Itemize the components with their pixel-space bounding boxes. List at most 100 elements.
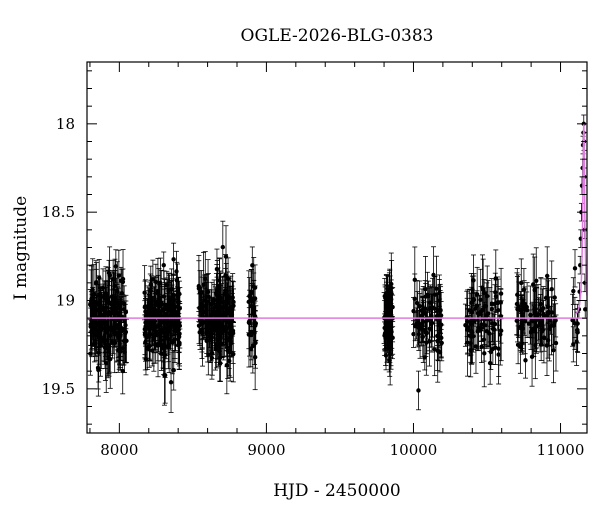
data-marker — [198, 302, 204, 308]
data-marker — [432, 347, 437, 352]
data-point — [205, 303, 211, 341]
data-point — [176, 302, 182, 370]
data-point — [90, 258, 96, 322]
data-marker — [162, 373, 168, 378]
data-marker — [152, 323, 158, 329]
plot-area — [87, 114, 587, 413]
data-point — [480, 290, 486, 330]
data-marker — [248, 291, 254, 296]
data-marker — [538, 342, 544, 347]
data-point — [524, 291, 530, 323]
data-point — [93, 262, 99, 303]
model-peak — [574, 124, 587, 316]
data-point — [473, 319, 479, 374]
data-point — [532, 304, 538, 352]
data-marker — [478, 325, 484, 331]
x-tick-label: 11000 — [537, 441, 585, 459]
data-point — [147, 308, 153, 361]
data-marker — [495, 300, 500, 306]
data-point — [424, 311, 430, 355]
data-point — [102, 314, 108, 381]
data-point — [383, 274, 389, 339]
data-point — [515, 325, 521, 365]
data-marker — [423, 286, 428, 292]
data-marker — [110, 339, 115, 345]
data-point — [495, 276, 501, 330]
data-marker — [571, 288, 576, 294]
data-point — [88, 302, 94, 346]
data-marker — [177, 291, 182, 297]
data-marker — [384, 303, 389, 309]
data-marker — [427, 326, 433, 331]
y-tick-label: 19 — [56, 292, 75, 310]
data-point — [570, 277, 576, 305]
data-marker — [477, 311, 482, 317]
x-tick-label: 10000 — [390, 441, 438, 459]
data-marker — [514, 301, 520, 307]
data-marker — [490, 346, 496, 352]
data-marker — [570, 318, 575, 323]
data-point — [109, 325, 115, 359]
data-marker — [214, 304, 219, 309]
data-point — [493, 249, 499, 308]
plot-frame — [86, 61, 588, 434]
data-marker — [424, 340, 429, 345]
data-marker — [536, 316, 542, 322]
data-marker — [170, 340, 175, 345]
data-marker — [388, 303, 393, 309]
data-marker — [498, 313, 504, 319]
data-marker — [543, 314, 549, 319]
data-point — [553, 314, 559, 372]
data-marker — [411, 331, 416, 337]
data-point — [213, 273, 219, 340]
data-point — [484, 316, 490, 347]
data-marker — [246, 332, 252, 337]
data-marker — [431, 272, 436, 278]
data-point — [166, 291, 172, 323]
data-point — [120, 268, 126, 296]
data-point — [223, 268, 229, 313]
data-marker — [252, 296, 258, 301]
data-point — [113, 249, 119, 284]
data-point — [552, 278, 558, 317]
data-marker — [208, 334, 213, 339]
data-point — [383, 340, 389, 371]
data-marker — [382, 333, 387, 338]
data-marker — [479, 344, 484, 349]
data-point — [98, 288, 104, 332]
data-point — [152, 301, 158, 351]
data-marker — [212, 311, 217, 316]
data-point — [514, 306, 520, 336]
data-marker — [96, 367, 101, 373]
data-marker — [229, 332, 234, 337]
data-marker — [485, 293, 490, 299]
data-marker — [120, 279, 126, 285]
data-marker — [549, 323, 554, 329]
data-marker — [103, 322, 109, 327]
data-point — [106, 259, 112, 287]
data-point — [252, 285, 258, 312]
data-marker — [545, 273, 550, 279]
data-marker — [166, 304, 172, 310]
data-marker — [224, 305, 229, 310]
data-point — [161, 251, 167, 279]
data-point — [434, 301, 440, 332]
data-marker — [116, 273, 122, 278]
data-marker — [583, 307, 587, 312]
x-tick-label: 9000 — [247, 441, 285, 459]
data-point — [218, 310, 224, 364]
data-marker — [224, 326, 229, 331]
data-marker — [176, 299, 181, 304]
data-point — [548, 296, 554, 356]
data-marker — [416, 388, 421, 393]
data-marker — [532, 307, 537, 312]
data-marker — [467, 333, 472, 338]
data-marker — [252, 320, 257, 326]
data-marker — [161, 262, 166, 268]
data-layer — [87, 114, 587, 413]
data-marker — [534, 278, 539, 284]
data-marker — [419, 321, 425, 327]
x-tick-label: 8000 — [100, 441, 138, 459]
data-marker — [103, 309, 108, 314]
data-marker — [481, 337, 487, 342]
